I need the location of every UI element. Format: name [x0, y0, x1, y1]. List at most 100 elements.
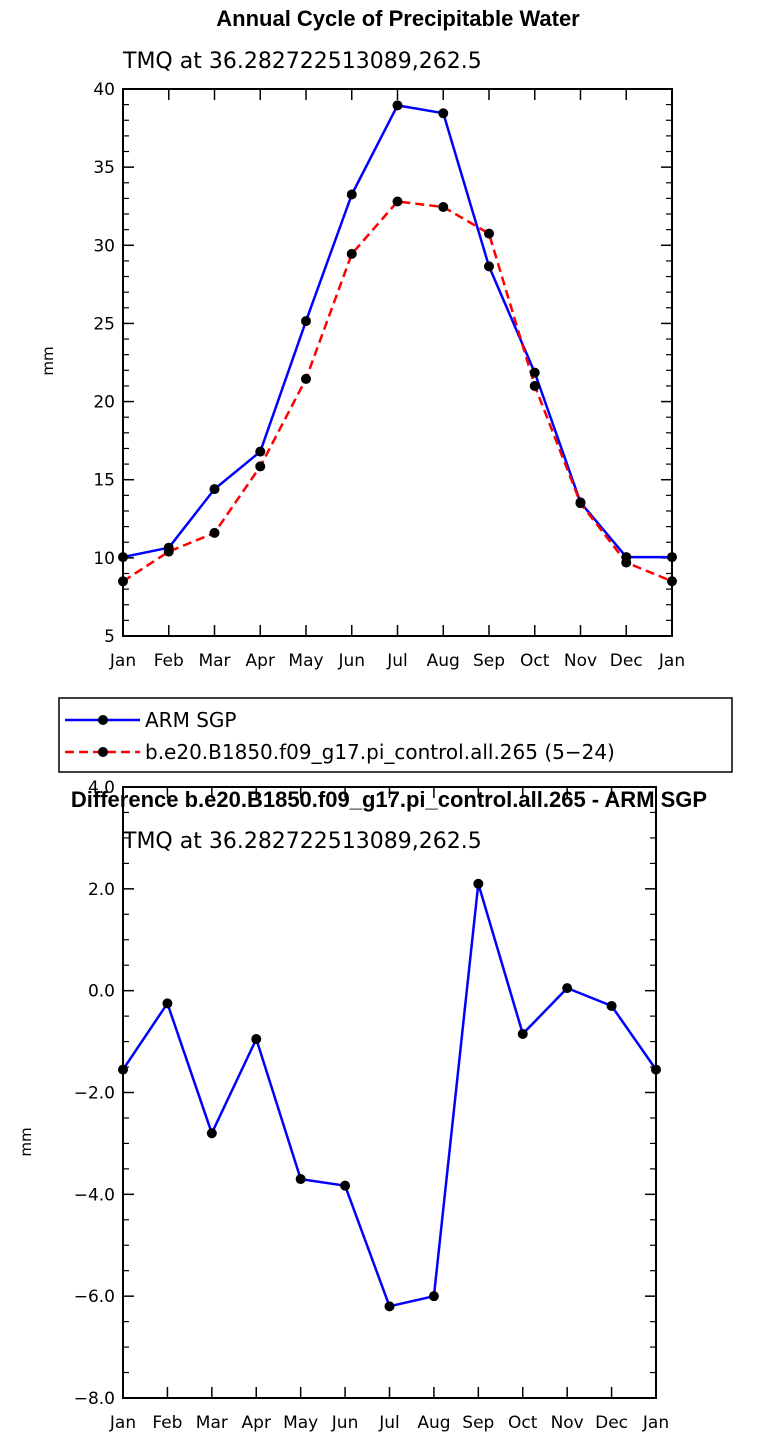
- y-tick-label: 25: [93, 314, 115, 334]
- chart-title: Annual Cycle of Precipitable Water: [216, 6, 580, 31]
- data-point-1: [301, 373, 311, 384]
- y-tick-label: 10: [93, 549, 115, 569]
- data-point-1: [575, 498, 586, 509]
- x-tick-label: Nov: [551, 1413, 584, 1433]
- legend-box: [58, 697, 733, 773]
- legend-marker-model: [98, 747, 108, 757]
- x-tick-label: Dec: [595, 1413, 628, 1433]
- plot-area: Jan Feb Mar Apr May Jun Jul Aug Sep Oct Nov Dec Jan 5…: [93, 80, 685, 671]
- x-tick-label: Jun: [337, 651, 365, 671]
- y-tick-label: −2.0: [74, 1084, 115, 1104]
- data-point-0: [392, 100, 403, 111]
- chart-subtitle: TMQ at 36.282722513089,262.5: [122, 829, 482, 854]
- series-line-0: [121, 882, 658, 1308]
- plot-area: Jan Feb Mar Apr May Jun Jul Aug Sep Oct Nov Dec Jan −…: [74, 778, 669, 1433]
- y-tick-label: 40: [93, 80, 115, 100]
- data-point-0: [209, 484, 220, 495]
- x-tick-label: Jun: [331, 1413, 359, 1433]
- y-tick-label: 5: [104, 627, 115, 647]
- x-tick-label: Feb: [152, 1413, 182, 1433]
- y-tick-label: 15: [93, 471, 115, 491]
- data-point-1: [209, 527, 220, 538]
- series-line-1: [122, 200, 673, 583]
- data-point-0: [118, 552, 128, 563]
- x-tick-label: Nov: [564, 651, 597, 671]
- data-point-1: [163, 546, 174, 557]
- data-point-0: [606, 1000, 617, 1011]
- data-point-1: [438, 201, 449, 212]
- x-tick-label: Jul: [378, 1413, 400, 1433]
- data-point-1: [484, 228, 494, 239]
- y-tick-label: 0.0: [88, 982, 115, 1002]
- data-point-0: [667, 552, 677, 563]
- x-tick-label: Feb: [154, 651, 184, 671]
- legend-marker-arm-sgp: [98, 715, 108, 725]
- data-point-1: [118, 576, 128, 587]
- x-tick-label: May: [283, 1413, 318, 1433]
- data-point-0: [384, 1301, 395, 1312]
- y-tick-label: 2.0: [88, 880, 115, 900]
- series-layer: [118, 878, 661, 1312]
- data-point-0: [346, 189, 357, 200]
- y-axis-label: mm: [39, 346, 57, 375]
- legend-entry-arm-sgp: ARM SGP: [65, 708, 236, 732]
- x-tick-label: Aug: [417, 1413, 450, 1433]
- x-tick-label: Sep: [473, 651, 505, 671]
- data-point-1: [346, 248, 357, 259]
- data-point-0: [162, 998, 173, 1009]
- x-tick-label: Mar: [196, 1413, 228, 1433]
- x-tick-label: Jan: [642, 1413, 669, 1433]
- data-point-0: [301, 316, 311, 327]
- data-point-0: [562, 983, 573, 994]
- data-point-0: [438, 108, 449, 119]
- x-tick-label: Jan: [109, 1413, 136, 1433]
- data-point-0: [484, 261, 494, 272]
- y-tick-label: 30: [93, 236, 115, 256]
- legend-label-arm-sgp: ARM SGP: [145, 708, 236, 732]
- x-tick-label: Oct: [508, 1413, 538, 1433]
- series-layer: [118, 100, 677, 587]
- y-tick-label: −8.0: [74, 1389, 115, 1409]
- data-point-0: [206, 1128, 217, 1139]
- x-tick-label: Jul: [386, 651, 408, 671]
- legend: ARM SGP b.e20.B1850.f09_g17.pi_control.a…: [58, 697, 733, 773]
- data-point-0: [255, 446, 266, 457]
- y-axis-label: mm: [17, 1127, 35, 1156]
- data-point-1: [621, 557, 632, 568]
- x-tick-label: Jan: [109, 651, 136, 671]
- x-tick-label: Aug: [427, 651, 460, 671]
- data-point-0: [529, 367, 540, 378]
- difference-panel: Difference b.e20.B1850.f09_g17.pi_contro…: [17, 778, 707, 1433]
- x-tick-label: May: [288, 651, 323, 671]
- data-point-1: [392, 196, 403, 207]
- x-tick-label: Apr: [242, 1413, 271, 1433]
- data-point-1: [667, 576, 677, 587]
- y-tick-label: −6.0: [74, 1287, 115, 1307]
- x-tick-label: Jan: [658, 651, 685, 671]
- plot-frame: [122, 88, 673, 637]
- legend-entry-model: b.e20.B1850.f09_g17.pi_control.all.265 (…: [65, 740, 615, 764]
- series-line-0: [122, 104, 672, 559]
- y-tick-label: 4.0: [88, 778, 115, 798]
- x-tick-label: Oct: [520, 651, 550, 671]
- data-point-0: [251, 1034, 262, 1045]
- data-point-0: [340, 1180, 351, 1191]
- y-tick-label: −4.0: [74, 1185, 115, 1205]
- data-point-1: [529, 380, 540, 391]
- legend-label-model: b.e20.B1850.f09_g17.pi_control.all.265 (…: [145, 740, 615, 764]
- x-tick-label: Sep: [462, 1413, 494, 1433]
- data-point-0: [118, 1064, 128, 1075]
- x-tick-label: Dec: [610, 651, 643, 671]
- chart-subtitle: TMQ at 36.282722513089,262.5: [122, 49, 482, 74]
- data-point-0: [517, 1028, 528, 1039]
- x-tick-label: Apr: [246, 651, 275, 671]
- data-point-1: [255, 461, 266, 472]
- data-point-0: [295, 1174, 306, 1185]
- data-point-0: [428, 1291, 439, 1302]
- x-tick-label: Mar: [198, 651, 230, 671]
- annual-cycle-panel: Annual Cycle of Precipitable Water TMQ a…: [39, 6, 733, 773]
- y-tick-label: 20: [93, 393, 115, 413]
- data-point-0: [651, 1064, 661, 1075]
- y-tick-label: 35: [93, 158, 115, 178]
